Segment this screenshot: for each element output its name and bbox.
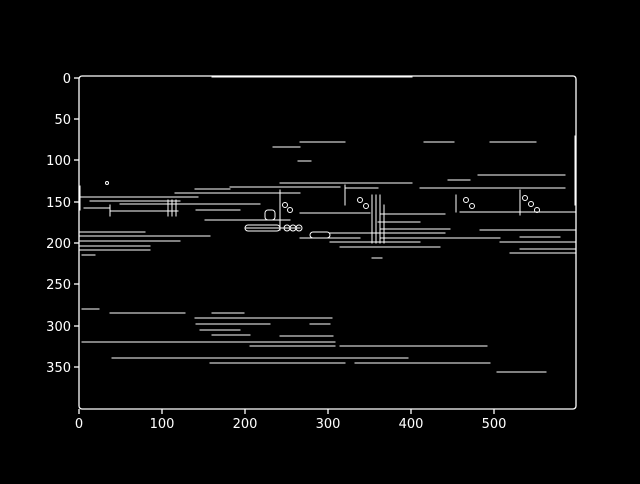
edge-blob — [295, 224, 303, 232]
x-tick-label: 400 — [399, 417, 424, 432]
edge-blob — [244, 224, 281, 232]
x-tick-label: 200 — [233, 417, 258, 432]
edge-blob — [469, 203, 475, 209]
edge-blob — [363, 203, 369, 209]
y-tick-label: 150 — [46, 196, 71, 211]
edge-blob — [105, 181, 109, 185]
edge-lines — [79, 76, 576, 373]
edge-blob — [522, 195, 528, 201]
y-axis-tick-labels: 0 50 100 150 200 250 300 350 — [46, 72, 71, 376]
y-axis-ticks — [74, 77, 79, 368]
x-tick-label: 500 — [482, 417, 507, 432]
x-axis-ticks — [78, 409, 495, 414]
edge-blob — [309, 231, 331, 239]
y-tick-label: 350 — [46, 361, 71, 376]
edge-blob — [534, 207, 540, 213]
x-axis-tick-labels: 0 100 200 300 400 500 — [75, 417, 507, 432]
x-tick-label: 300 — [316, 417, 341, 432]
y-tick-label: 0 — [63, 72, 71, 87]
edge-blob — [528, 201, 534, 207]
y-tick-label: 250 — [46, 278, 71, 293]
edge-blob — [463, 197, 469, 203]
x-tick-label: 0 — [75, 417, 83, 432]
edge-blob — [264, 209, 276, 221]
edge-blob — [282, 202, 288, 208]
edge-blob — [357, 197, 363, 203]
y-tick-label: 50 — [54, 113, 71, 128]
y-tick-label: 200 — [46, 237, 71, 252]
y-tick-label: 300 — [46, 320, 71, 335]
x-tick-label: 100 — [150, 417, 175, 432]
edge-blob — [287, 207, 293, 213]
y-tick-label: 100 — [46, 154, 71, 169]
